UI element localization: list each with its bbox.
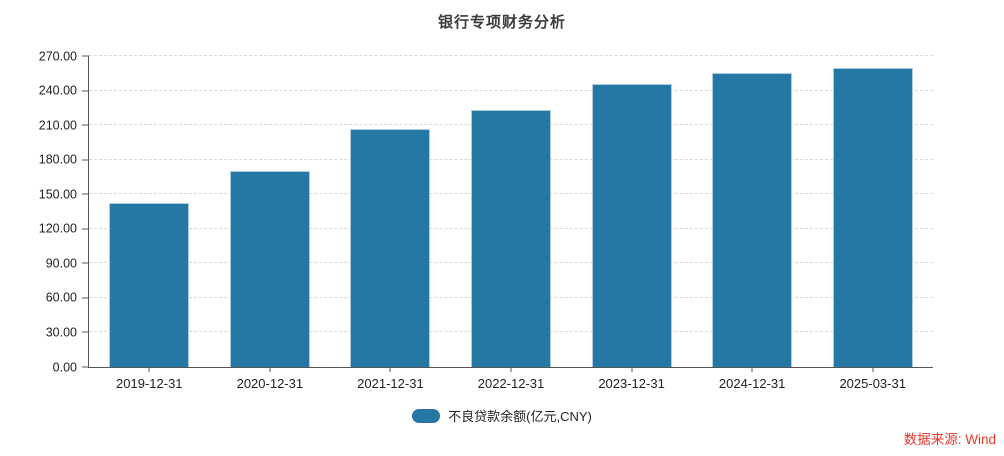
bar-2025-03-31[interactable] [832, 67, 913, 367]
y-axis-label: 150.00 [38, 186, 77, 201]
x-axis-tick [751, 367, 753, 372]
y-axis-tick [82, 331, 89, 333]
x-axis-label: 2025-03-31 [839, 376, 906, 391]
legend-marker-icon [412, 408, 441, 423]
x-axis-tick [389, 367, 391, 372]
y-axis-label: 90.00 [45, 256, 77, 271]
chart-title: 银行专项财务分析 [437, 14, 566, 31]
y-axis-label: 0.00 [52, 359, 77, 374]
x-axis-tick [631, 367, 633, 372]
legend-label: 不良贷款余额(亿元,CNY) [448, 409, 592, 424]
y-axis-tick [82, 159, 89, 161]
bar-2021-12-31[interactable] [350, 128, 431, 367]
x-axis-label: 2019-12-31 [116, 376, 183, 391]
y-axis-label: 240.00 [38, 83, 77, 98]
y-axis-tick [82, 297, 89, 299]
x-axis-label: 2021-12-31 [357, 376, 424, 391]
bar-2024-12-31[interactable] [712, 73, 793, 367]
y-axis-tick [82, 366, 89, 368]
y-axis-tick [82, 262, 89, 264]
y-axis-tick [82, 124, 89, 126]
x-axis-tick [510, 367, 512, 372]
x-axis-label: 2022-12-31 [477, 376, 545, 391]
y-axis-tick [82, 193, 89, 195]
x-axis-label: 2024-12-31 [718, 376, 786, 391]
bar-2022-12-31[interactable] [471, 110, 551, 367]
bar-2023-12-31[interactable] [591, 83, 672, 367]
x-axis-label: 2020-12-31 [236, 376, 304, 391]
data-source-note: 数据来源: Wind [903, 432, 996, 447]
legend[interactable]: 不良贷款余额(亿元,CNY) [0, 406, 1004, 425]
x-axis-tick [148, 367, 150, 372]
gridline [89, 89, 933, 91]
y-axis-label: 60.00 [45, 290, 77, 305]
bar-2020-12-31[interactable] [229, 171, 310, 367]
y-axis-label: 30.00 [45, 325, 77, 340]
y-axis-tick [82, 228, 89, 230]
y-axis-label: 210.00 [38, 117, 77, 132]
bar-2019-12-31[interactable] [109, 203, 190, 367]
y-axis-tick [82, 90, 89, 92]
x-axis-tick [269, 367, 271, 372]
plot-area: 0.00 30.00 60.00 90.00 120.00 150.00 180.00 210… [39, 50, 933, 391]
x-axis-label: 2023-12-31 [598, 376, 665, 391]
gridline [89, 55, 933, 56]
y-axis-tick [82, 55, 89, 57]
y-axis-label: 180.00 [38, 152, 77, 167]
y-axis-label: 270.00 [38, 48, 77, 63]
y-axis-label: 120.00 [38, 221, 77, 236]
x-axis-tick [872, 367, 874, 372]
